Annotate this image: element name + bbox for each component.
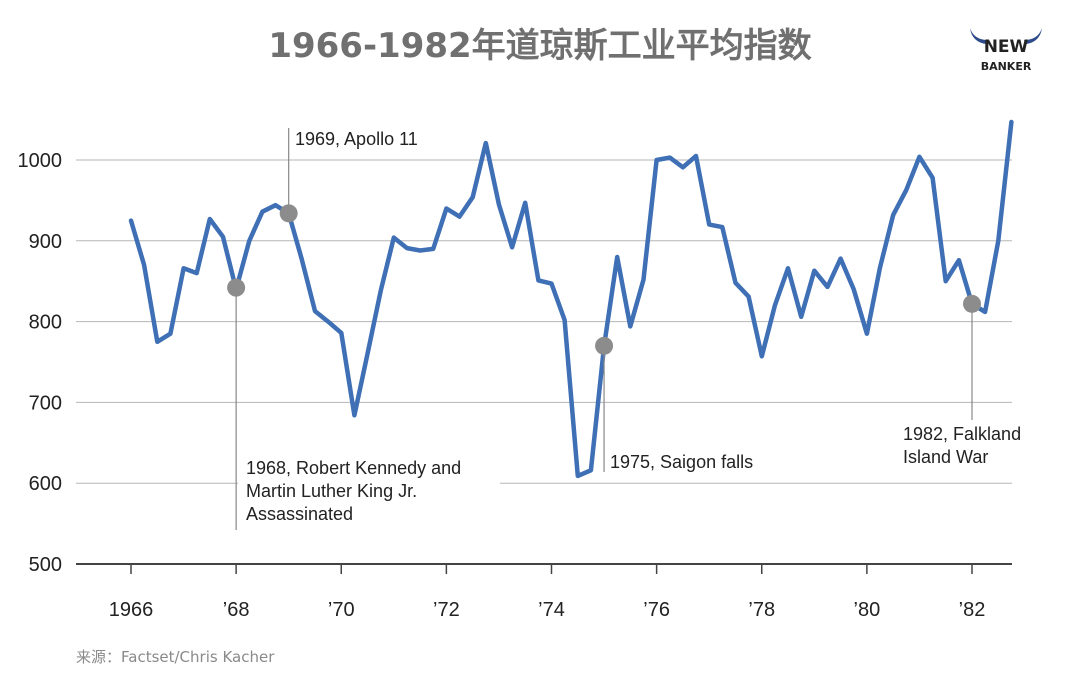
series-line — [128, 119, 1014, 479]
grid-lines — [76, 159, 1012, 484]
annotation-label: 1975, Saigon falls — [610, 452, 753, 472]
x-tick-label: ’80 — [854, 599, 881, 621]
y-tick-label: 700 — [29, 392, 62, 414]
annotation-marker — [227, 278, 246, 297]
y-tick-label: 500 — [29, 554, 62, 576]
annotation-label: 1968, Robert Kennedy and — [246, 458, 461, 478]
series-layer — [128, 119, 1014, 479]
y-tick-label: 900 — [29, 231, 62, 253]
annotation-marker — [595, 336, 614, 355]
annotation-marker — [279, 204, 298, 223]
y-tick-label: 1000 — [18, 150, 63, 172]
logo-text-new: NEW — [984, 37, 1029, 57]
source-note: 来源：Factset/Chris Kacher — [76, 648, 275, 666]
chart-title: 1966-1982年道琼斯工业平均指数 — [268, 26, 812, 66]
annotation-label: 1969, Apollo 11 — [295, 129, 418, 149]
y-tick-label: 800 — [29, 312, 62, 334]
axes: 500 600 700 800 900 1000 1966 ’68 ’70 ’72 ’74 ’76 ’7… — [18, 150, 1012, 621]
x-tick-label: 1966 — [109, 599, 154, 621]
x-tick-label: ’72 — [433, 599, 460, 621]
annotation-label-bg — [238, 452, 500, 532]
x-tick-label: ’78 — [748, 599, 775, 621]
annotation-label: 1982, Falkland — [903, 424, 1021, 444]
x-tick-label: ’68 — [223, 599, 250, 621]
x-tick-label: ’76 — [643, 599, 670, 621]
annotation-marker — [963, 294, 981, 313]
x-tick-label: ’74 — [538, 599, 565, 621]
y-tick-label: 600 — [29, 473, 62, 495]
x-tick-label: ’82 — [959, 599, 986, 621]
new-banker-logo: NEW BANKER — [968, 26, 1044, 78]
line-chart: 500 600 700 800 900 1000 1966 ’68 ’70 ’72 ’74 ’76 ’7… — [18, 119, 1021, 621]
bull-horns-icon: NEW BANKER — [970, 28, 1042, 73]
annotations: 1969, Apollo 11 1968, Robert Kennedy and M… — [227, 128, 1021, 532]
annotation-label: Island War — [903, 447, 988, 467]
logo-text-banker: BANKER — [981, 60, 1032, 73]
annotation-label: Assassinated — [246, 504, 353, 524]
annotation-label: Martin Luther King Jr. — [246, 481, 417, 501]
x-tick-label: ’70 — [328, 599, 355, 621]
